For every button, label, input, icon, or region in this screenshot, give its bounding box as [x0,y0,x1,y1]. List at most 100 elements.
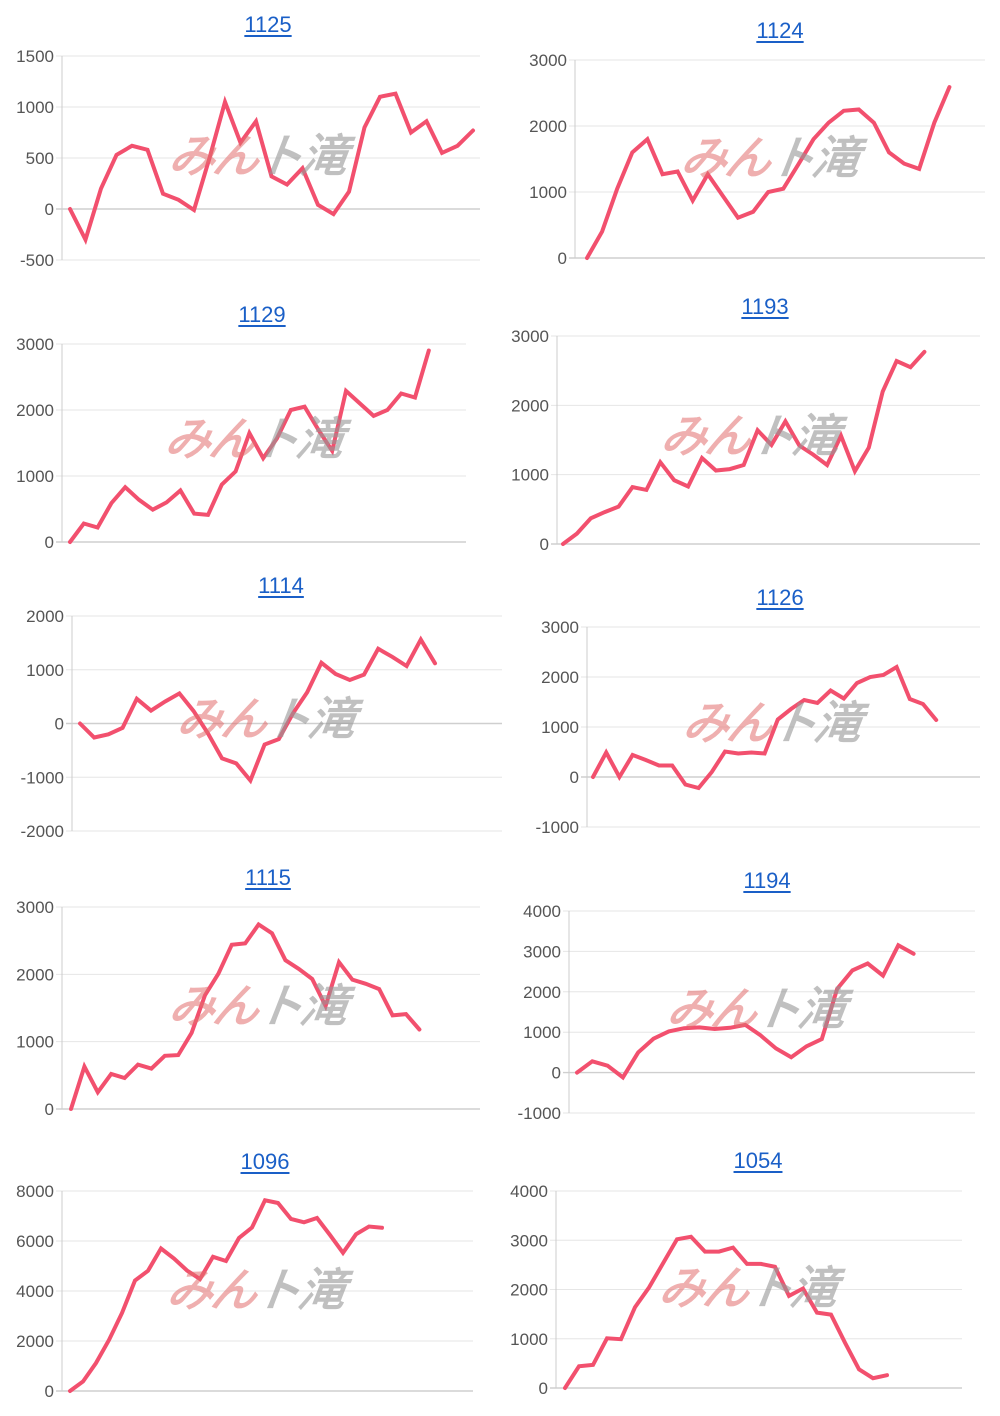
data-point [248,778,252,782]
data-point [787,1294,791,1298]
y-tick-label: 4000 [510,1182,548,1201]
data-point [636,1050,640,1054]
data-point [316,203,320,207]
data-point [661,1261,665,1265]
chart-panel-1126: 1126 3000 2000 1000 0 -1000 みんト滝 [510,570,1000,850]
line-chart-svg: 4000 3000 2000 1000 0 [510,1182,962,1398]
chart-title-link[interactable]: 1115 [245,865,291,890]
data-point [92,735,96,739]
y-tick-label: 0 [552,1064,561,1083]
data-point [99,187,103,191]
data-point [413,395,417,399]
data-point [921,702,925,706]
data-point [399,392,403,396]
chart-title-link[interactable]: 1114 [258,573,304,598]
data-point [348,678,352,682]
data-point [842,109,846,113]
y-tick-label: 0 [45,533,54,552]
y-tick-label: -1000 [21,768,64,787]
data-point [425,119,429,123]
y-tick-label: 2000 [529,117,567,136]
data-point [376,647,380,651]
y-tick-label: 0 [539,1379,548,1398]
data-point [728,1026,732,1030]
data-point [842,697,846,701]
chart-title-link[interactable]: 1124 [756,18,804,43]
data-point [367,1225,371,1229]
data-point [766,190,770,194]
chart-title-link[interactable]: 1126 [756,585,804,610]
data-point [745,1262,749,1266]
chart-panel-1124: 1124 3000 2000 1000 0 みんト滝 [510,0,1000,280]
data-point [440,151,444,155]
data-point [159,1247,163,1251]
data-point [405,664,409,668]
data-point [934,718,938,722]
data-point [896,943,900,947]
data-point [796,162,800,166]
data-point [617,505,621,509]
series-line-1193 [561,349,927,546]
data-point [805,1044,809,1048]
data-point [471,128,475,132]
line-chart-svg: 3000 2000 1000 0 [16,898,480,1119]
data-point [617,775,621,779]
data-point [347,190,351,194]
chart-title-link[interactable]: 1054 [733,1148,783,1173]
data-point [237,1236,241,1240]
data-point [644,488,648,492]
data-point [433,661,437,665]
data-point [254,119,258,123]
data-point [378,95,382,99]
data-point [902,162,906,166]
series-line-1126 [591,664,939,791]
data-point [853,469,857,473]
data-point [881,389,885,393]
data-point [644,758,648,762]
data-point [742,463,746,467]
line-chart-svg: 2000 1000 0 -1000 -2000 [21,607,502,841]
data-point [667,1029,671,1033]
data-point [603,510,607,514]
data-point [657,764,661,768]
data-point [691,199,695,203]
data-point [850,968,854,972]
data-point [291,711,295,715]
chart-title-link[interactable]: 1129 [238,302,286,327]
data-point [377,987,381,991]
chart-panel-1193: 1193 3000 2000 1000 0 みんト滝 [510,290,1000,560]
line-chart-svg: 3000 2000 1000 0 [511,327,980,554]
chart-title-link[interactable]: 1096 [240,1149,290,1174]
series-line-1125 [68,91,475,245]
data-point [947,85,951,89]
series-line-1194 [575,942,916,1081]
y-tick-label: 3000 [511,327,549,346]
data-point [825,463,829,467]
data-point [69,1107,73,1111]
line-chart-svg: 3000 2000 1000 0 [16,335,466,552]
chart-title-link[interactable]: 1125 [244,12,292,37]
data-point [670,764,674,768]
data-point [604,751,608,755]
data-point [751,210,755,214]
data-point [185,1269,189,1273]
data-point [172,1257,176,1261]
data-point [151,508,155,512]
chart-panel-1125: 1125 1500 1000 500 0 -500 みんト滝 [0,0,490,280]
y-tick-label: 2000 [16,401,54,420]
data-point [94,1361,98,1365]
data-point [881,673,885,677]
data-point [829,689,833,693]
data-point [206,513,210,517]
data-point [770,443,774,447]
data-point [867,446,871,450]
chart-title-link[interactable]: 1193 [741,294,789,319]
data-point [591,775,595,779]
data-point [585,256,589,260]
data-point [759,1262,763,1266]
data-point [133,1279,137,1283]
data-point [773,1265,777,1269]
data-point [223,100,227,104]
data-point [917,167,921,171]
chart-title-link[interactable]: 1194 [743,868,791,893]
